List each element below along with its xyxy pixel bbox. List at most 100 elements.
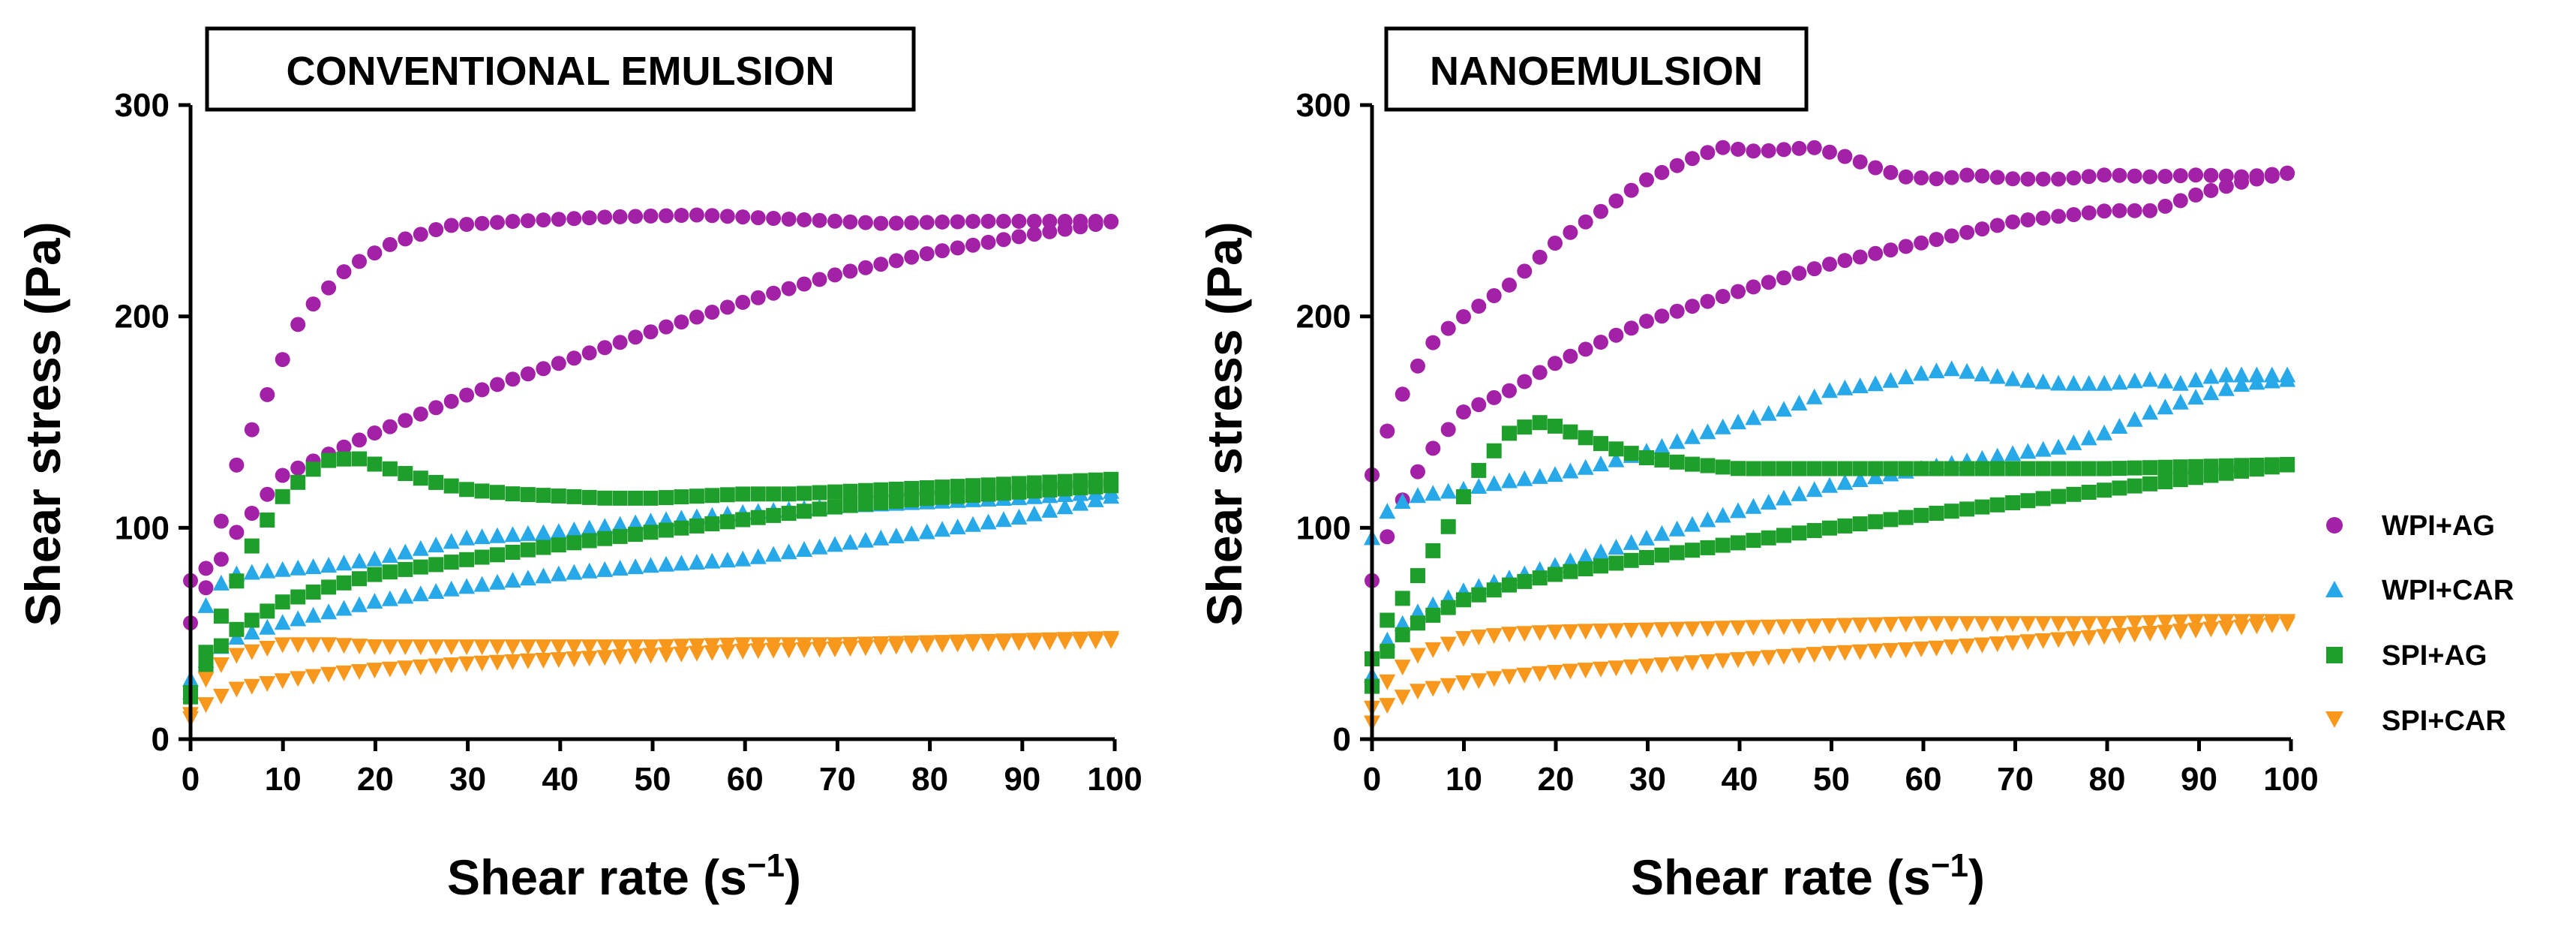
data-point-wpi-ag — [1502, 277, 1517, 293]
data-point-wpi-ag — [413, 227, 428, 242]
data-point-wpi-ag — [1806, 140, 1822, 155]
data-point-wpi-ag — [198, 561, 214, 576]
data-point-spi-car — [1653, 657, 1671, 674]
data-point-wpi-car — [2034, 373, 2052, 389]
data-point-spi-car — [949, 636, 966, 653]
data-point-wpi-ag — [1639, 172, 1654, 188]
data-point-spi-ag — [2035, 491, 2051, 507]
data-point-wpi-car — [504, 572, 521, 588]
x-tick-label: 10 — [265, 761, 302, 798]
data-point-wpi-car — [1410, 603, 1426, 620]
data-point-spi-ag — [2127, 460, 2142, 476]
data-point-spi-ag — [628, 490, 644, 506]
data-point-spi-car — [1103, 633, 1120, 649]
data-point-wpi-car — [2157, 372, 2174, 389]
data-point-spi-car — [1730, 620, 1746, 636]
data-point-wpi-ag — [1654, 308, 1670, 324]
data-point-spi-ag — [2066, 461, 2082, 477]
data-point-spi-car — [1776, 648, 1792, 665]
data-point-spi-car — [780, 642, 797, 659]
data-point-spi-ag — [1654, 452, 1670, 468]
data-point-wpi-car — [428, 583, 445, 599]
data-point-wpi-car — [2279, 371, 2296, 387]
data-point-spi-car — [1730, 652, 1746, 669]
data-point-spi-ag — [1731, 535, 1746, 551]
data-point-wpi-ag — [1456, 404, 1471, 419]
data-point-wpi-car — [1684, 428, 1701, 444]
x-tick-label: 60 — [727, 761, 764, 798]
data-point-wpi-ag — [827, 213, 842, 229]
y-tick-label: 200 — [115, 299, 170, 335]
data-point-spi-ag — [659, 490, 674, 506]
data-point-wpi-ag — [888, 253, 904, 269]
data-point-wpi-car — [1806, 481, 1823, 498]
data-point-wpi-ag — [1440, 422, 1456, 437]
data-point-wpi-ag — [919, 215, 935, 230]
data-point-spi-car — [197, 697, 215, 714]
x-tick-label: 20 — [1538, 761, 1575, 798]
data-point-spi-ag — [244, 612, 260, 628]
data-point-spi-car — [2279, 616, 2296, 633]
data-point-spi-ag — [995, 486, 1011, 501]
data-point-wpi-ag — [1486, 389, 1502, 405]
data-point-wpi-car — [2157, 398, 2174, 415]
data-point-spi-car — [566, 639, 583, 656]
data-point-spi-car — [704, 645, 721, 661]
data-point-wpi-ag — [1868, 245, 1884, 261]
data-point-spi-ag — [2142, 476, 2158, 492]
series-spi-ag-down — [1365, 457, 2295, 694]
data-point-spi-car — [1714, 653, 1731, 669]
data-point-spi-car — [366, 639, 383, 655]
data-point-wpi-car — [305, 558, 322, 574]
data-point-spi-car — [228, 648, 245, 664]
data-point-wpi-ag — [490, 377, 505, 392]
axis-ticks: 0 10 20 30 40 50 60 70 80 90 100 0 100 200 300 — [115, 87, 1142, 798]
data-point-wpi-ag — [1593, 203, 1608, 219]
data-point-wpi-ag — [1639, 314, 1654, 329]
data-point-spi-car — [2187, 614, 2205, 630]
data-point-wpi-ag — [2188, 167, 2204, 183]
data-point-wpi-car — [2217, 380, 2235, 396]
data-point-wpi-ag — [490, 215, 505, 230]
data-point-spi-ag — [2218, 465, 2234, 481]
series-spi-car-down — [182, 633, 1120, 727]
data-point-wpi-car — [1394, 615, 1411, 631]
data-point-wpi-car — [320, 557, 338, 573]
data-point-wpi-car — [596, 561, 614, 577]
data-point-spi-car — [2065, 616, 2082, 633]
data-point-wpi-ag — [1974, 168, 1990, 184]
data-point-wpi-ag — [628, 329, 644, 345]
data-point-spi-car — [1943, 639, 1960, 656]
data-point-spi-car — [1959, 616, 1976, 633]
data-point-spi-car — [1684, 621, 1701, 638]
data-point-wpi-ag — [275, 468, 290, 483]
data-point-wpi-car — [458, 529, 476, 546]
data-point-wpi-ag — [1746, 279, 1761, 295]
data-points — [1364, 140, 2296, 732]
data-point-wpi-car — [2126, 372, 2143, 389]
data-point-spi-ag — [2188, 470, 2204, 486]
data-point-wpi-ag — [766, 285, 782, 301]
data-point-spi-ag — [336, 575, 352, 591]
data-point-wpi-car — [1851, 377, 1869, 393]
data-point-wpi-car — [1699, 423, 1716, 440]
data-point-spi-ag — [1974, 461, 1990, 477]
data-point-wpi-car — [1821, 477, 1838, 493]
data-point-spi-car — [212, 688, 230, 705]
data-point-spi-ag — [2157, 474, 2173, 489]
data-point-wpi-car — [658, 555, 674, 572]
data-point-wpi-car — [381, 547, 398, 564]
data-point-wpi-car — [1440, 483, 1457, 499]
data-point-spi-car — [274, 673, 291, 690]
x-tick-label: 90 — [2181, 761, 2217, 798]
data-point-spi-car — [443, 657, 460, 674]
data-point-wpi-car — [1410, 487, 1426, 504]
data-point-spi-ag — [1440, 600, 1456, 615]
data-point-spi-car — [1928, 640, 1945, 657]
data-point-wpi-car — [458, 578, 476, 594]
data-point-wpi-ag — [612, 209, 628, 224]
data-point-wpi-ag — [459, 217, 475, 232]
data-point-spi-ag — [244, 538, 260, 554]
data-point-spi-ag — [873, 482, 889, 498]
